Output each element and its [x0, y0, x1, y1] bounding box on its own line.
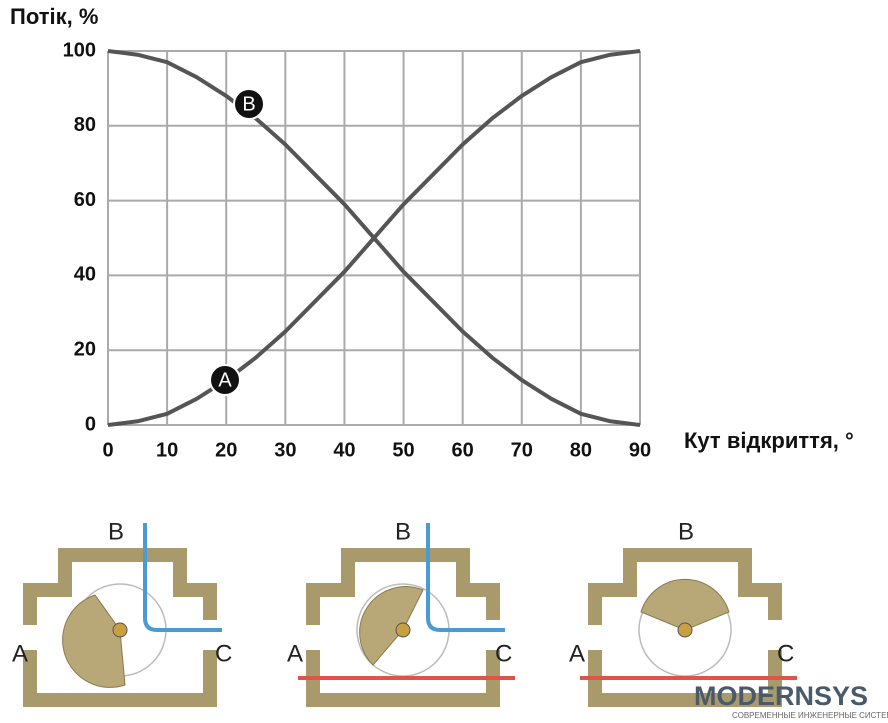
rotor — [62, 594, 126, 688]
x-tick-label: 80 — [570, 439, 592, 461]
y-tick-label: 40 — [74, 264, 96, 286]
housing — [588, 548, 782, 707]
logo-name: MODERNSYS — [694, 681, 868, 711]
x-tick-label: 90 — [629, 439, 651, 461]
rotor — [640, 579, 730, 631]
port-label: A — [287, 640, 303, 667]
port-label: A — [12, 640, 28, 667]
port-label: C — [495, 640, 512, 667]
y-tick-label: 80 — [74, 114, 96, 136]
y-axis-title: Потік, % — [10, 4, 98, 29]
flow-arrow — [143, 523, 222, 632]
shaft — [677, 622, 693, 638]
x-tick-label: 20 — [215, 439, 237, 461]
series-label-badge — [209, 364, 241, 396]
series-line — [107, 49, 641, 427]
x-tick-label: 50 — [392, 439, 414, 461]
valve-diagram: A B C — [12, 518, 232, 707]
x-tick-label: 30 — [274, 439, 296, 461]
port-label: B — [108, 518, 124, 545]
port-label: A — [569, 640, 585, 667]
series-label: B — [242, 93, 255, 115]
x-tick-label: 70 — [511, 439, 533, 461]
grid: 0 20 40 60 80 100 0 10 20 30 40 50 60 70 80 90 — [63, 39, 652, 461]
port-label: B — [395, 518, 411, 545]
rotor — [359, 586, 424, 666]
curves: AB — [107, 49, 641, 427]
x-tick-label: 40 — [333, 439, 355, 461]
housing — [23, 548, 217, 707]
series-label-badge — [233, 88, 265, 120]
series-label: A — [218, 369, 232, 391]
housing — [306, 548, 500, 707]
flow-arrow — [426, 523, 505, 632]
x-tick-label: 0 — [102, 439, 113, 461]
y-tick-label: 100 — [63, 39, 96, 61]
logo-tagline: СОВРЕМЕННЫЕ ИНЖЕНЕРНЫЕ СИСТЕМЫ — [732, 711, 888, 720]
y-tick-label: 0 — [85, 413, 96, 435]
x-axis-title: Кут відкриття, ° — [684, 428, 854, 453]
valve-diagram: A B C — [569, 518, 797, 707]
y-tick-label: 20 — [74, 338, 96, 360]
shaft — [395, 622, 411, 638]
valve-diagram: A B C — [287, 518, 515, 707]
shaft — [112, 622, 128, 638]
port-label: C — [777, 640, 794, 667]
x-tick-label: 60 — [452, 439, 474, 461]
x-tick-label: 10 — [156, 439, 178, 461]
port-label: C — [215, 640, 232, 667]
y-tick-label: 60 — [74, 189, 96, 211]
port-label: B — [678, 518, 694, 545]
